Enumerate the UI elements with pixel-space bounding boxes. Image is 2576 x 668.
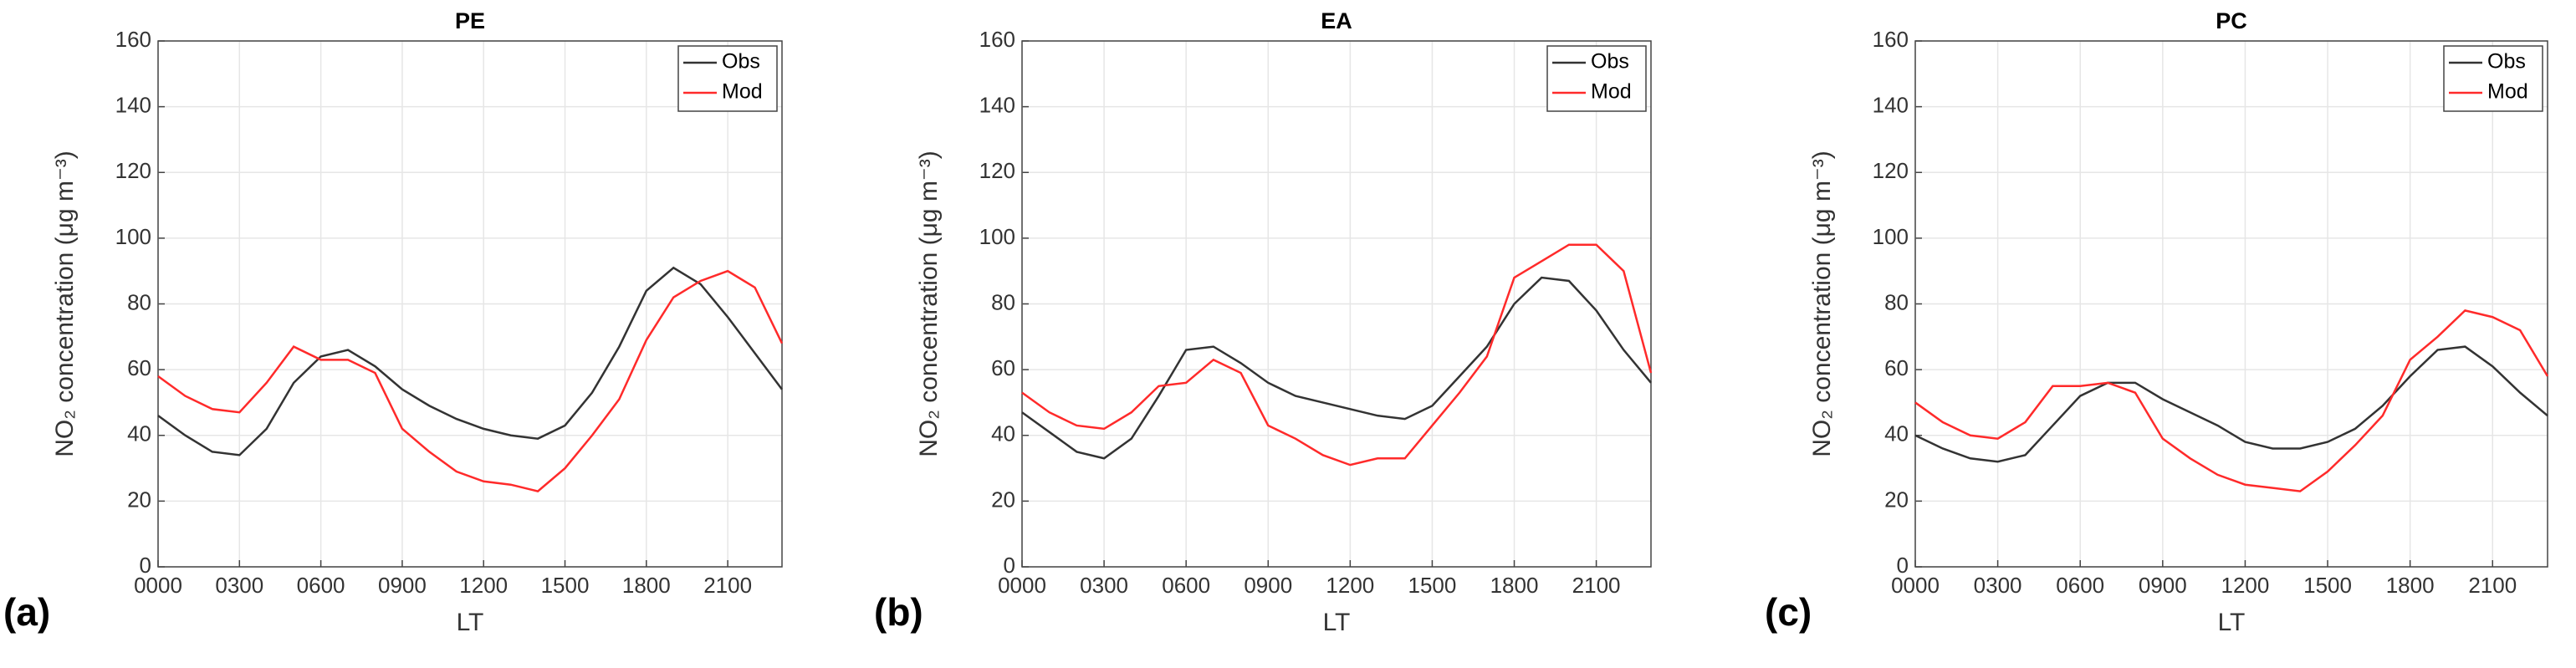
x-tick-label: 0300 xyxy=(1080,573,1128,598)
y-tick-label: 40 xyxy=(1884,421,1909,446)
axes-frame xyxy=(1914,40,2548,568)
data-line xyxy=(1021,276,1652,460)
x-tick-label: 0900 xyxy=(378,573,427,598)
legend-box xyxy=(677,45,778,112)
legend-label: Mod xyxy=(2487,80,2528,104)
y-axis-label: NO₂ concentration (μg m⁻³) xyxy=(51,150,79,457)
x-tick-label: 1500 xyxy=(1408,573,1457,598)
x-tick-label: 1500 xyxy=(541,573,590,598)
x-tick-label: 0300 xyxy=(215,573,263,598)
x-tick-label: 2100 xyxy=(2468,573,2517,598)
x-tick-label: 1500 xyxy=(2303,573,2352,598)
legend-label: Mod xyxy=(722,80,763,104)
y-tick-label: 140 xyxy=(1873,93,1909,118)
x-tick-label: 1200 xyxy=(459,573,508,598)
y-tick-label: 40 xyxy=(127,421,151,446)
chart-title: EA xyxy=(1321,8,1352,33)
legend-label: Obs xyxy=(2487,50,2526,74)
data-line xyxy=(1914,309,2549,492)
y-tick-label: 80 xyxy=(127,289,151,314)
chart-title: PE xyxy=(455,8,485,33)
y-tick-label: 40 xyxy=(991,421,1015,446)
axes-frame xyxy=(1021,40,1652,568)
data-line xyxy=(157,269,784,492)
y-tick-label: 0 xyxy=(1897,553,1909,578)
y-tick-label: 160 xyxy=(115,27,151,52)
y-tick-label: 100 xyxy=(1873,224,1909,249)
x-tick-label: 1800 xyxy=(2386,573,2435,598)
chart-title: PC xyxy=(2216,8,2247,33)
y-tick-label: 20 xyxy=(127,487,151,512)
y-tick-label: 60 xyxy=(127,355,151,380)
legend-label: Mod xyxy=(1591,80,1632,104)
y-tick-label: 140 xyxy=(115,93,151,118)
x-tick-label: 0900 xyxy=(2139,573,2187,598)
x-tick-label: 1200 xyxy=(2221,573,2270,598)
x-tick-label: 0000 xyxy=(134,573,182,598)
data-line xyxy=(1914,345,2548,463)
y-tick-label: 160 xyxy=(1873,27,1909,52)
x-axis-label: LT xyxy=(1323,609,1351,636)
x-tick-label: 0000 xyxy=(1891,573,1940,598)
panel-label: (c) xyxy=(1765,590,1812,634)
y-tick-label: 120 xyxy=(115,158,151,183)
x-tick-label: 0600 xyxy=(2056,573,2104,598)
x-axis-label: LT xyxy=(457,609,484,636)
x-tick-label: 0600 xyxy=(1162,573,1210,598)
panel-label: (a) xyxy=(3,590,50,634)
legend-label: Obs xyxy=(722,50,760,74)
y-tick-label: 60 xyxy=(991,355,1015,380)
axes-frame xyxy=(157,40,783,568)
y-tick-label: 20 xyxy=(991,487,1015,512)
y-tick-label: 80 xyxy=(991,289,1015,314)
y-tick-label: 160 xyxy=(979,27,1015,52)
x-tick-label: 2100 xyxy=(1572,573,1621,598)
data-line xyxy=(1021,243,1653,467)
x-tick-label: 1800 xyxy=(622,573,671,598)
y-tick-label: 120 xyxy=(1873,158,1909,183)
y-tick-label: 100 xyxy=(979,224,1015,249)
y-tick-label: 100 xyxy=(115,224,151,249)
panel-label: (b) xyxy=(874,590,923,634)
x-tick-label: 2100 xyxy=(703,573,752,598)
y-axis-label: NO₂ concentration (μg m⁻³) xyxy=(1808,150,1836,457)
x-tick-label: 0300 xyxy=(1974,573,2022,598)
y-tick-label: 20 xyxy=(1884,487,1909,512)
data-line xyxy=(157,266,783,456)
y-tick-label: 120 xyxy=(979,158,1015,183)
x-axis-label: LT xyxy=(2218,609,2246,636)
y-tick-label: 60 xyxy=(1884,355,1909,380)
legend-box xyxy=(1546,45,1647,112)
y-tick-label: 0 xyxy=(140,553,151,578)
y-tick-label: 0 xyxy=(1004,553,1015,578)
x-tick-label: 1800 xyxy=(1490,573,1539,598)
x-tick-label: 0600 xyxy=(297,573,345,598)
x-tick-label: 1200 xyxy=(1326,573,1374,598)
legend-box xyxy=(2443,45,2543,112)
x-tick-label: 0900 xyxy=(1244,573,1292,598)
y-tick-label: 140 xyxy=(979,93,1015,118)
y-tick-label: 80 xyxy=(1884,289,1909,314)
legend-label: Obs xyxy=(1591,50,1629,74)
y-axis-label: NO₂ concentration (μg m⁻³) xyxy=(915,150,943,457)
x-tick-label: 0000 xyxy=(998,573,1046,598)
